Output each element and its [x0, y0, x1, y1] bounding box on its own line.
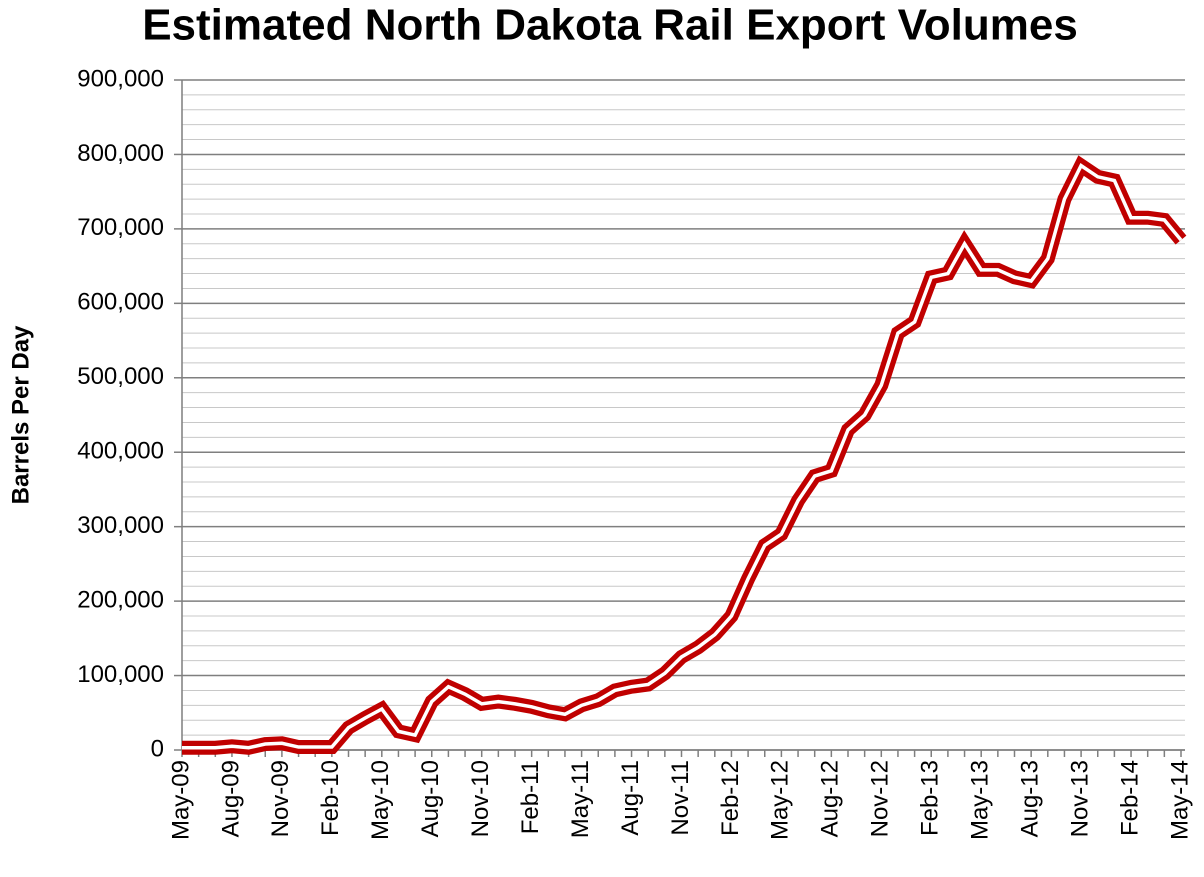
x-tick-label: Aug-11	[617, 760, 644, 836]
x-tick-label: May-13	[967, 760, 994, 840]
line-inner	[182, 163, 1183, 750]
y-tick-label: 500,000	[77, 363, 164, 390]
chart-title: Estimated North Dakota Rail Export Volum…	[142, 1, 1078, 50]
x-tick-label: Nov-13	[1066, 760, 1093, 837]
x-tick-label: Aug-10	[417, 760, 444, 837]
x-tick-label: Nov-11	[667, 760, 694, 836]
x-tick-label: Aug-12	[817, 760, 844, 837]
x-tick-label: May-09	[167, 760, 194, 840]
x-tick-label: Nov-09	[267, 760, 294, 837]
y-tick-label: 800,000	[77, 140, 164, 167]
y-tick-label: 100,000	[77, 661, 164, 688]
x-tick-label: May-14	[1166, 760, 1193, 840]
x-tick-label: May-12	[767, 760, 794, 840]
x-tick-label: May-10	[367, 760, 394, 840]
y-tick-label: 200,000	[77, 586, 164, 613]
x-tick-label: Feb-12	[717, 760, 744, 836]
x-tick-label: Aug-13	[1016, 760, 1043, 837]
y-tick-label: 400,000	[77, 438, 164, 465]
x-tick-label: Feb-13	[917, 760, 944, 836]
y-tick-label: 600,000	[77, 289, 164, 316]
y-tick-label: 0	[151, 735, 164, 762]
x-tick-label: May-11	[567, 760, 594, 838]
x-tick-label: Feb-14	[1116, 760, 1143, 836]
y-tick-label: 900,000	[77, 65, 164, 92]
x-tick-label: Feb-10	[317, 760, 344, 836]
y-tick-label: 700,000	[77, 214, 164, 241]
x-tick-label: Nov-12	[867, 760, 894, 837]
y-axis-label: Barrels Per Day	[7, 325, 34, 504]
x-tick-label: Nov-10	[467, 760, 494, 837]
x-tick-label: Aug-09	[217, 760, 244, 837]
y-tick-label: 300,000	[77, 512, 164, 539]
x-tick-label: Feb-11	[517, 760, 544, 834]
